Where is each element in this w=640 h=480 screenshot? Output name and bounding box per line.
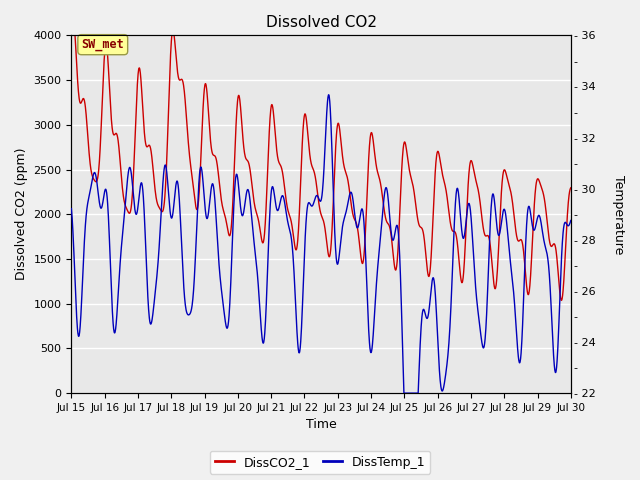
X-axis label: Time: Time	[306, 419, 337, 432]
Y-axis label: Temperature: Temperature	[612, 175, 625, 254]
Text: SW_met: SW_met	[81, 38, 124, 51]
Title: Dissolved CO2: Dissolved CO2	[266, 15, 376, 30]
Legend: DissCO2_1, DissTemp_1: DissCO2_1, DissTemp_1	[210, 451, 430, 474]
Y-axis label: Dissolved CO2 (ppm): Dissolved CO2 (ppm)	[15, 148, 28, 280]
